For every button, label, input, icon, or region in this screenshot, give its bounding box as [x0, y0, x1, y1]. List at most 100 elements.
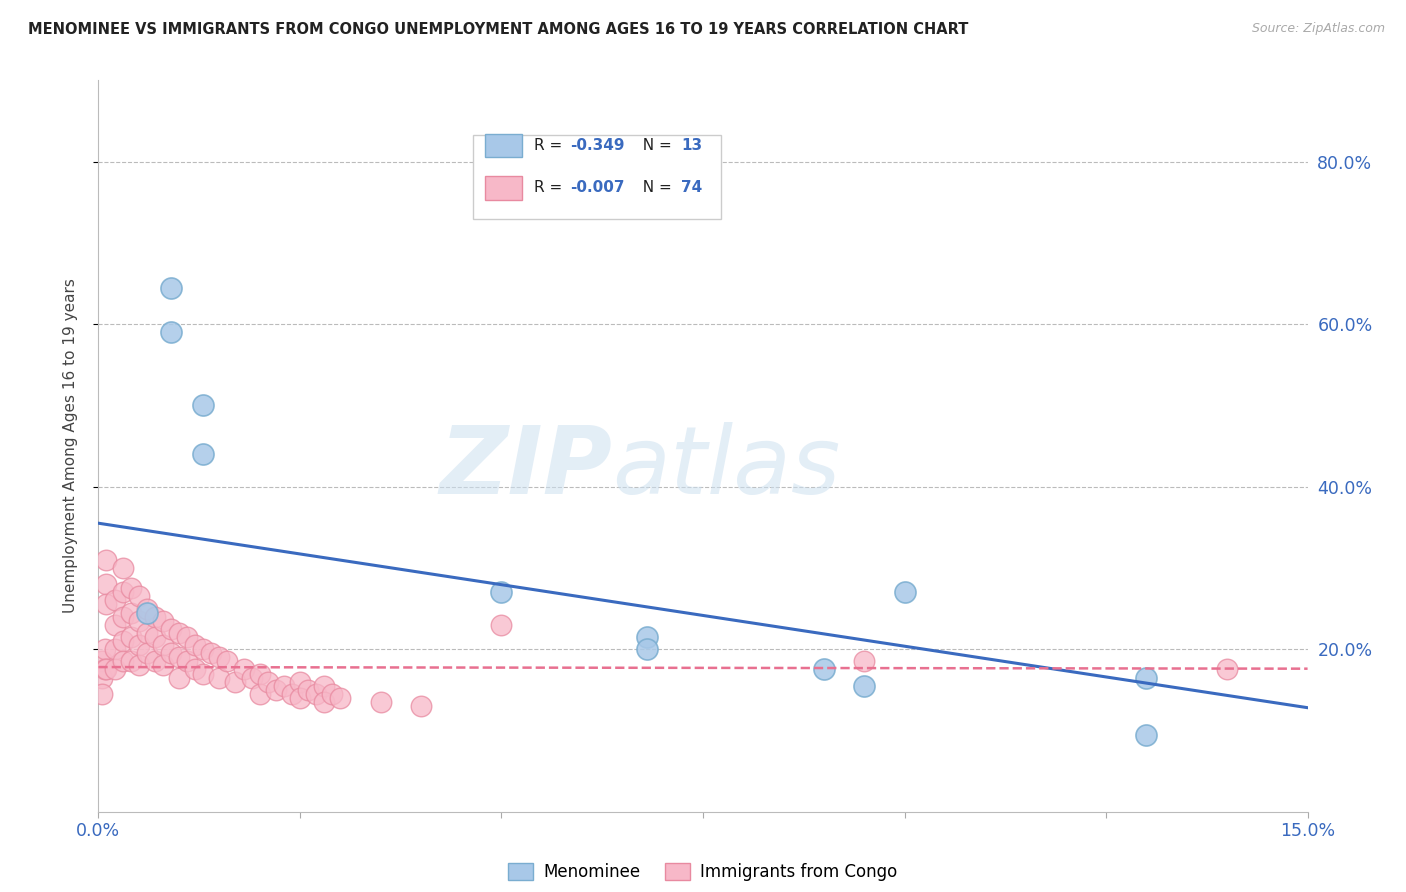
Point: [1216, 663, 1239, 677]
Point: [128, 638, 150, 652]
Point: [167, 626, 190, 640]
Text: Source: ZipAtlas.com: Source: ZipAtlas.com: [1251, 22, 1385, 36]
Point: [288, 690, 311, 705]
Point: [256, 674, 278, 689]
Text: -0.349: -0.349: [569, 138, 624, 153]
Point: [813, 663, 835, 677]
Point: [491, 585, 513, 599]
Point: [217, 654, 239, 668]
Point: [893, 585, 915, 599]
Point: [135, 626, 157, 640]
Point: [1135, 727, 1157, 741]
Point: [103, 642, 125, 657]
Point: [111, 609, 134, 624]
Point: [91, 671, 114, 685]
Point: [152, 658, 174, 673]
Text: N =: N =: [633, 138, 676, 153]
Point: [409, 699, 432, 714]
Text: N =: N =: [633, 180, 676, 195]
Point: [491, 617, 513, 632]
Point: [167, 671, 190, 685]
Point: [120, 630, 142, 644]
Point: [240, 671, 263, 685]
Point: [208, 650, 231, 665]
Point: [120, 606, 142, 620]
Text: R =: R =: [534, 138, 567, 153]
Point: [143, 654, 166, 668]
Point: [103, 593, 125, 607]
Point: [184, 663, 207, 677]
Point: [264, 682, 287, 697]
Point: [135, 601, 157, 615]
Text: -0.007: -0.007: [569, 180, 624, 195]
Point: [135, 646, 157, 660]
Point: [143, 630, 166, 644]
Point: [636, 642, 658, 657]
Point: [329, 690, 352, 705]
Point: [193, 447, 215, 461]
Bar: [485, 134, 522, 157]
Point: [128, 590, 150, 604]
Point: [135, 606, 157, 620]
Point: [321, 687, 343, 701]
Point: [184, 638, 207, 652]
Point: [193, 398, 215, 412]
Point: [143, 609, 166, 624]
Point: [111, 585, 134, 599]
Point: [111, 561, 134, 575]
Text: atlas: atlas: [613, 423, 841, 514]
Point: [193, 666, 215, 681]
Point: [273, 679, 295, 693]
Y-axis label: Unemployment Among Ages 16 to 19 years: Unemployment Among Ages 16 to 19 years: [63, 278, 77, 614]
Point: [152, 614, 174, 628]
Text: R =: R =: [534, 180, 567, 195]
Point: [120, 654, 142, 668]
Point: [297, 682, 319, 697]
Point: [208, 671, 231, 685]
Point: [249, 666, 271, 681]
Point: [314, 695, 336, 709]
Point: [232, 663, 254, 677]
Point: [249, 687, 271, 701]
Point: [96, 553, 118, 567]
Point: [103, 617, 125, 632]
Point: [103, 663, 125, 677]
Point: [91, 687, 114, 701]
Point: [200, 646, 222, 660]
Point: [111, 654, 134, 668]
Point: [94, 663, 117, 677]
Point: [193, 642, 215, 657]
Point: [128, 658, 150, 673]
Point: [370, 695, 392, 709]
FancyBboxPatch shape: [474, 136, 721, 219]
Point: [111, 634, 134, 648]
Point: [288, 674, 311, 689]
Legend: Menominee, Immigrants from Congo: Menominee, Immigrants from Congo: [502, 856, 904, 888]
Point: [853, 654, 876, 668]
Point: [176, 630, 198, 644]
Point: [152, 638, 174, 652]
Text: MENOMINEE VS IMMIGRANTS FROM CONGO UNEMPLOYMENT AMONG AGES 16 TO 19 YEARS CORREL: MENOMINEE VS IMMIGRANTS FROM CONGO UNEMP…: [28, 22, 969, 37]
Text: 13: 13: [682, 138, 703, 153]
Bar: [485, 176, 522, 200]
Point: [176, 654, 198, 668]
Point: [96, 577, 118, 591]
Point: [120, 581, 142, 595]
Point: [853, 679, 876, 693]
Point: [160, 280, 183, 294]
Point: [160, 325, 183, 339]
Point: [167, 650, 190, 665]
Point: [314, 679, 336, 693]
Point: [91, 654, 114, 668]
Point: [128, 614, 150, 628]
Point: [96, 598, 118, 612]
Point: [305, 687, 328, 701]
Point: [636, 630, 658, 644]
Text: ZIP: ZIP: [440, 422, 613, 514]
Point: [281, 687, 304, 701]
Point: [1135, 671, 1157, 685]
Point: [96, 663, 118, 677]
Point: [160, 646, 183, 660]
Point: [94, 642, 117, 657]
Point: [224, 674, 246, 689]
